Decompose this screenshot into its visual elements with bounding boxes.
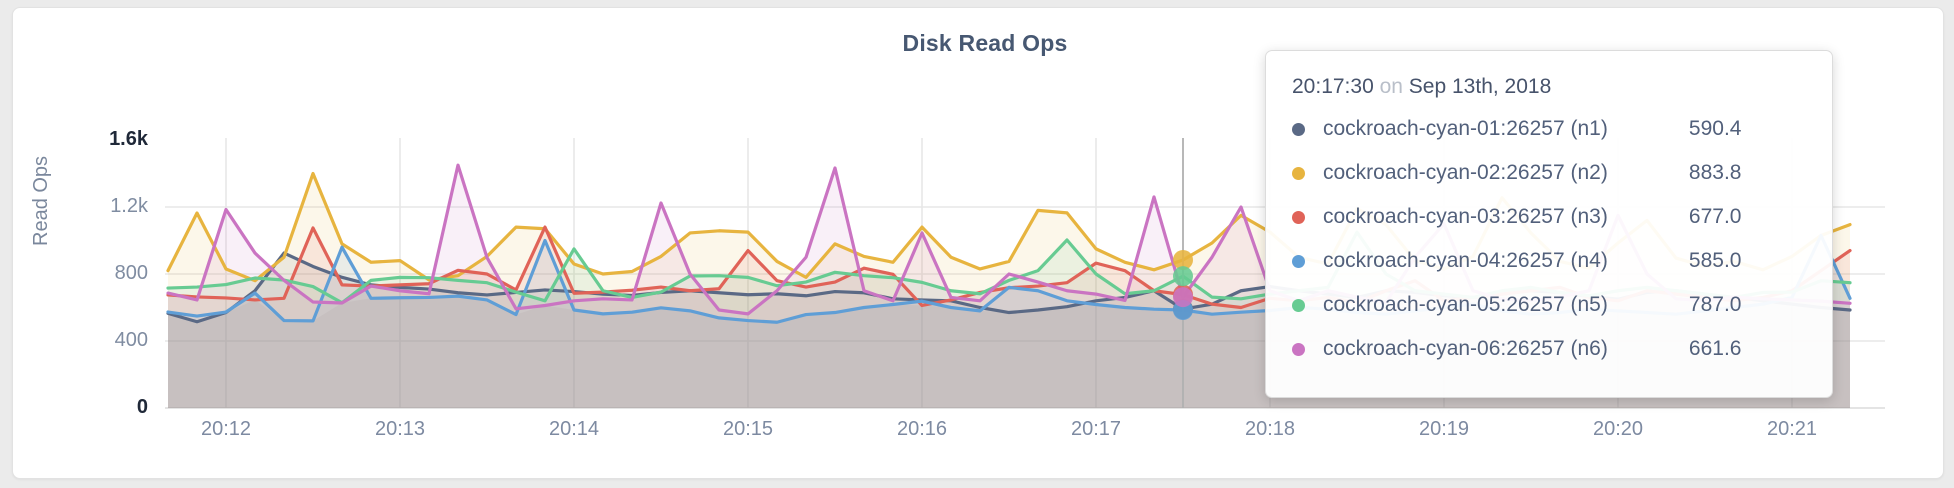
series-color-dot-icon: [1292, 342, 1305, 356]
hover-tooltip: 20:17:30 on Sep 13th, 2018 cockroach-cya…: [1265, 50, 1833, 398]
tooltip-rows: cockroach-cyan-01:26257 (n1) 590.4 cockroa…: [1292, 107, 1806, 371]
x-tick-label: 20:13: [374, 418, 426, 440]
hover-dot-n5: [1173, 266, 1193, 287]
series-color-dot-icon: [1292, 254, 1305, 268]
tooltip-series-value: 661.6: [1688, 337, 1742, 360]
y-tick-label: 1.2k: [110, 195, 148, 217]
tooltip-series-name: cockroach-cyan-01:26257 (n1): [1323, 117, 1608, 140]
x-tick-label: 20:20: [1592, 418, 1644, 440]
tooltip-row: cockroach-cyan-03:26257 (n3) 677.0: [1292, 195, 1806, 239]
x-tick-label: 20:21: [1766, 418, 1818, 440]
x-tick-label: 20:14: [548, 418, 600, 440]
series-color-dot-icon: [1292, 298, 1305, 312]
tooltip-series-value: 590.4: [1688, 117, 1742, 140]
series-color-dot-icon: [1292, 122, 1305, 136]
tooltip-series-name: cockroach-cyan-06:26257 (n6): [1323, 337, 1608, 360]
y-tick-label: 1.6k: [109, 128, 148, 150]
tooltip-date: Sep 13th, 2018: [1408, 75, 1552, 98]
x-tick-label: 20:18: [1244, 418, 1296, 440]
tooltip-row: cockroach-cyan-01:26257 (n1) 590.4: [1292, 107, 1806, 151]
x-tick-label: 20:12: [200, 418, 252, 440]
tooltip-header: 20:17:30 on Sep 13th, 2018: [1292, 75, 1806, 99]
y-tick-label: 400: [114, 329, 148, 351]
series-color-dot-icon: [1292, 166, 1305, 180]
x-tick-label: 20:15: [722, 418, 774, 440]
x-tick-label: 20:16: [896, 418, 948, 440]
tooltip-series-name: cockroach-cyan-04:26257 (n4): [1323, 249, 1608, 272]
tooltip-row: cockroach-cyan-06:26257 (n6) 661.6: [1292, 327, 1806, 371]
y-tick-label: 0: [136, 396, 148, 418]
tooltip-time: 20:17:30: [1292, 75, 1374, 98]
tooltip-series-name: cockroach-cyan-05:26257 (n5): [1323, 293, 1608, 316]
tooltip-row: cockroach-cyan-05:26257 (n5) 787.0: [1292, 283, 1806, 327]
hover-dot-n2: [1173, 249, 1193, 270]
tooltip-series-value: 787.0: [1688, 293, 1742, 316]
series-color-dot-icon: [1292, 210, 1305, 224]
x-tick-label: 20:19: [1418, 418, 1470, 440]
tooltip-series-name: cockroach-cyan-02:26257 (n2): [1323, 161, 1608, 184]
tooltip-series-name: cockroach-cyan-03:26257 (n3): [1323, 205, 1608, 228]
tooltip-series-value: 883.8: [1688, 161, 1742, 184]
tooltip-on-word: on: [1379, 75, 1403, 98]
x-tick-label: 20:17: [1070, 418, 1122, 440]
tooltip-row: cockroach-cyan-04:26257 (n4) 585.0: [1292, 239, 1806, 283]
y-tick-label: 800: [114, 262, 148, 284]
chart-title: Disk Read Ops: [902, 30, 1068, 56]
tooltip-series-value: 585.0: [1688, 249, 1742, 272]
tooltip-row: cockroach-cyan-02:26257 (n2) 883.8: [1292, 151, 1806, 195]
tooltip-series-value: 677.0: [1688, 205, 1742, 228]
hover-dot-n6: [1173, 287, 1193, 308]
